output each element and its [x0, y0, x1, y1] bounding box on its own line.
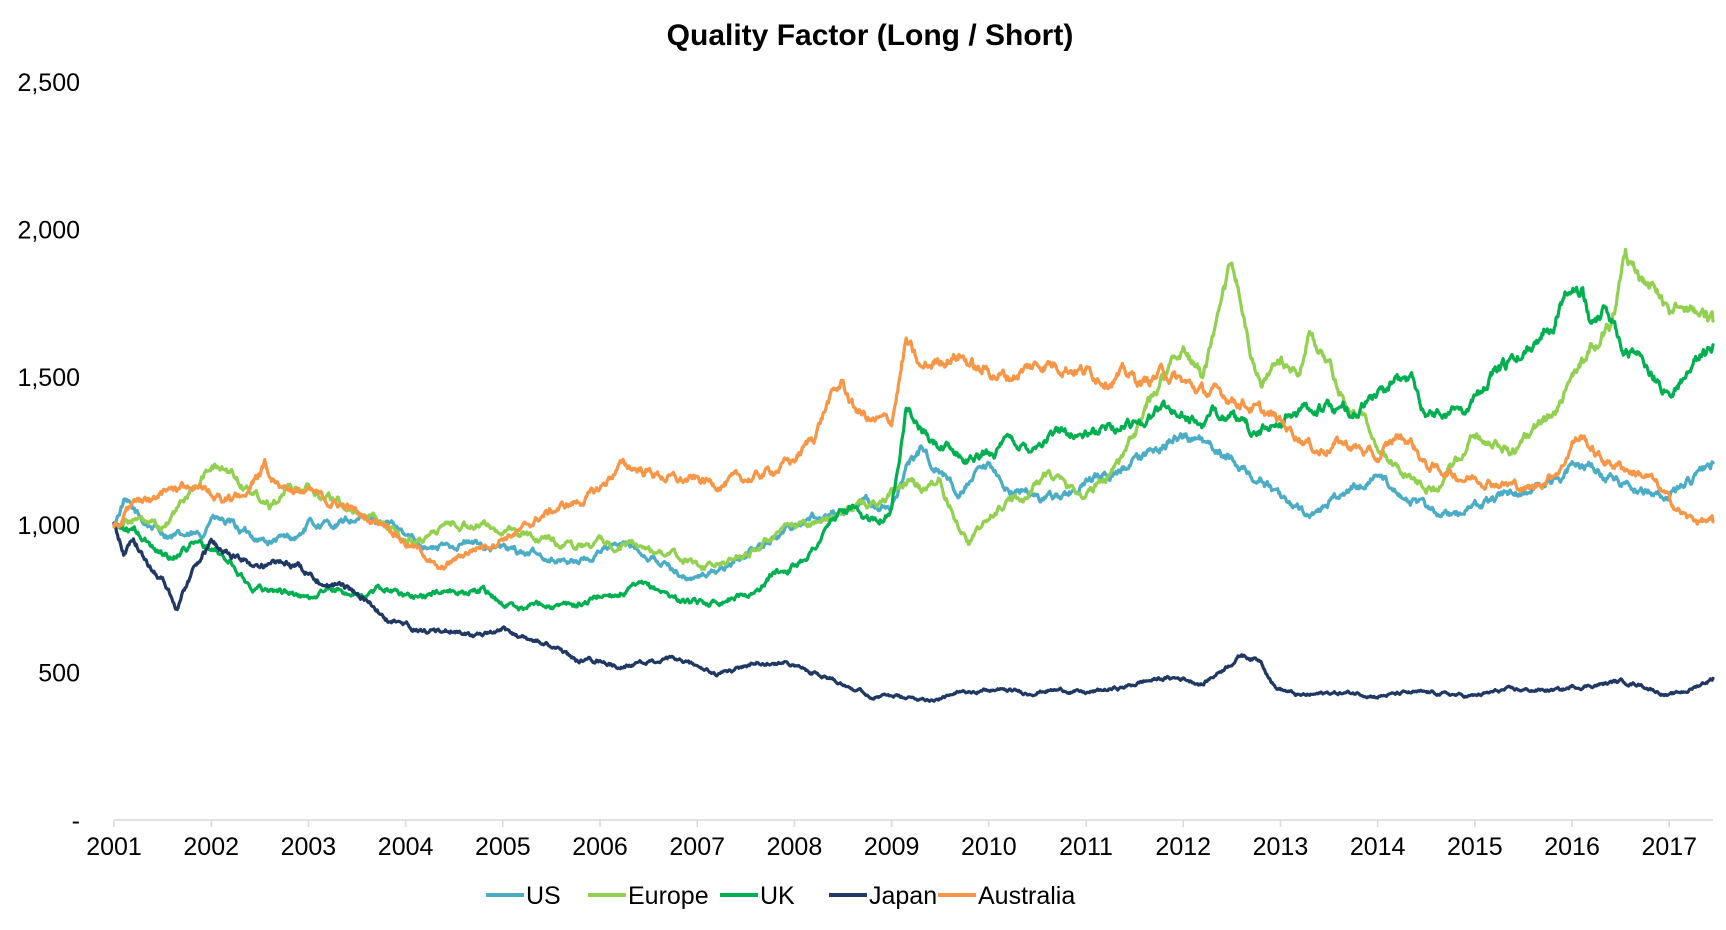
x-tick-label: 2004: [378, 833, 434, 861]
legend-item-australia: Australia: [938, 882, 1075, 910]
legend-item-japan: Japan: [829, 882, 937, 910]
series-line-japan: [112, 521, 1715, 703]
plot-area: [112, 247, 1715, 703]
legend-label: UK: [760, 882, 795, 910]
x-tick-label: 2001: [86, 833, 142, 861]
x-tick-label: 2015: [1447, 833, 1503, 861]
y-tick-label: 500: [38, 659, 80, 687]
x-tick-label: 2007: [669, 833, 725, 861]
x-tick-label: 2008: [767, 833, 823, 861]
legend-item-uk: UK: [720, 882, 795, 910]
legend-item-us: US: [486, 882, 561, 910]
series-line-australia: [112, 336, 1715, 571]
x-tick-label: 2006: [572, 833, 628, 861]
legend-label: Europe: [628, 882, 709, 910]
x-tick-label: 2017: [1641, 833, 1697, 861]
x-axis: 2001 2002 2003 2004 2005 2006 2007 2008 2009 2010…: [86, 819, 1713, 861]
x-tick-label: 2002: [183, 833, 239, 861]
x-tick-label: 2009: [864, 833, 920, 861]
y-tick-label: 1,500: [17, 364, 80, 392]
y-axis: - 500 1,000 1,500 2,000 2,500: [17, 69, 80, 835]
series-line-uk: [112, 285, 1715, 612]
y-tick-label: 2,500: [17, 69, 80, 97]
legend: US Europe UK Japan Australia: [486, 882, 1075, 910]
legend-item-europe: Europe: [588, 882, 709, 910]
x-tick-label: 2010: [961, 833, 1017, 861]
x-tick-label: 2011: [1059, 833, 1113, 861]
legend-label: Japan: [869, 882, 937, 910]
chart-title: Quality Factor (Long / Short): [667, 19, 1074, 52]
x-tick-label: 2016: [1544, 833, 1600, 861]
legend-label: US: [526, 882, 561, 910]
y-tick-label: -: [72, 807, 80, 835]
y-tick-label: 2,000: [17, 217, 80, 245]
x-tick-label: 2013: [1253, 833, 1309, 861]
x-tick-label: 2003: [281, 833, 337, 861]
y-tick-label: 1,000: [17, 512, 80, 540]
x-tick-label: 2012: [1155, 833, 1211, 861]
legend-label: Australia: [978, 882, 1075, 910]
x-tick-label: 2005: [475, 833, 531, 861]
x-tick-label: 2014: [1350, 833, 1406, 861]
